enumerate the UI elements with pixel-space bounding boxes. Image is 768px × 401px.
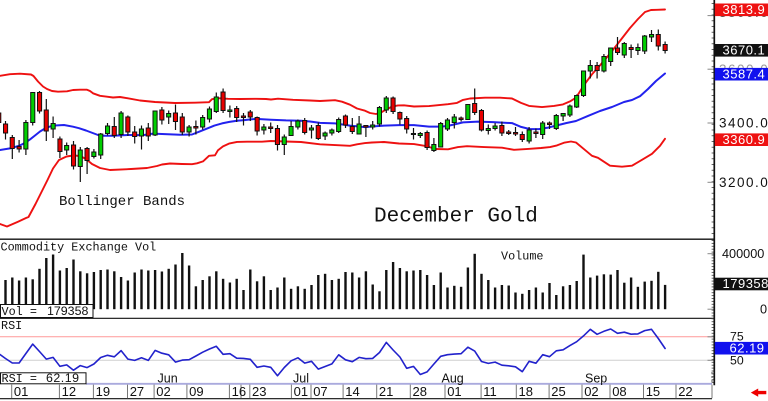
- svg-text:RSI =: RSI =: [2, 372, 37, 386]
- svg-text:23: 23: [252, 384, 266, 399]
- svg-text:02: 02: [156, 384, 170, 399]
- svg-text:3587.4: 3587.4: [723, 66, 766, 81]
- svg-text:179358: 179358: [723, 276, 768, 291]
- svg-text:3200.0: 3200.0: [719, 175, 768, 190]
- svg-text:11: 11: [483, 384, 497, 399]
- svg-text:Jul: Jul: [293, 371, 309, 385]
- svg-text:Volume: Volume: [501, 250, 543, 264]
- svg-text:25: 25: [551, 384, 565, 399]
- svg-text:Bollinger Bands: Bollinger Bands: [59, 194, 185, 210]
- svg-text:18: 18: [519, 384, 533, 399]
- svg-text:Commodity Exchange Vol: Commodity Exchange Vol: [1, 241, 157, 255]
- svg-text:14: 14: [345, 384, 359, 399]
- svg-text:75: 75: [730, 329, 744, 343]
- svg-text:RSI: RSI: [1, 319, 22, 333]
- svg-text:Aug: Aug: [442, 371, 464, 385]
- svg-text:62.19: 62.19: [46, 371, 80, 385]
- svg-text:3400.0: 3400.0: [719, 116, 768, 131]
- svg-text:December Gold: December Gold: [374, 206, 538, 229]
- svg-text:62.19: 62.19: [730, 340, 765, 355]
- svg-text:01: 01: [447, 384, 461, 399]
- svg-text:400000: 400000: [722, 247, 764, 261]
- svg-text:07: 07: [313, 384, 327, 399]
- svg-text:09: 09: [189, 384, 203, 399]
- svg-text:16: 16: [232, 384, 246, 399]
- svg-text:179358: 179358: [47, 304, 88, 318]
- svg-text:22: 22: [678, 384, 692, 399]
- svg-text:0: 0: [760, 303, 767, 317]
- svg-text:Sep: Sep: [585, 371, 607, 385]
- svg-text:01: 01: [14, 384, 28, 399]
- svg-text:Jun: Jun: [158, 371, 178, 385]
- svg-text:3670.1: 3670.1: [723, 42, 766, 57]
- svg-text:02: 02: [584, 384, 598, 399]
- svg-text:3813.9: 3813.9: [723, 2, 766, 17]
- svg-text:50: 50: [730, 354, 744, 368]
- svg-text:28: 28: [413, 384, 427, 399]
- svg-text:15: 15: [646, 384, 660, 399]
- svg-text:21: 21: [379, 384, 393, 399]
- svg-text:19: 19: [96, 384, 110, 399]
- svg-text:01: 01: [294, 384, 308, 399]
- svg-text:3360.9: 3360.9: [723, 132, 766, 147]
- svg-text:08: 08: [612, 384, 626, 399]
- svg-text:27: 27: [130, 384, 144, 399]
- svg-text:12: 12: [62, 384, 76, 399]
- svg-text:Vol =: Vol =: [2, 305, 37, 319]
